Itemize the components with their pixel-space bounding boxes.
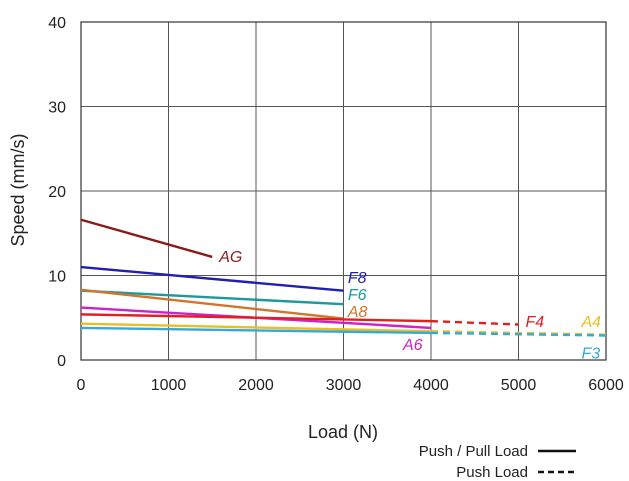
y-tick-label: 20 — [48, 184, 66, 201]
series-label-a8: A8 — [347, 304, 368, 321]
y-axis-title: Speed (mm/s) — [8, 133, 28, 246]
x-axis-title: Load (N) — [308, 422, 378, 442]
plot-frame — [80, 21, 607, 361]
series-lines — [80, 218, 607, 337]
y-tick-label: 40 — [48, 15, 66, 32]
x-tick-label: 4000 — [413, 377, 449, 394]
series-label-ag: AG — [218, 249, 242, 266]
x-tick-label: 0 — [77, 377, 86, 394]
y-tick-label: 10 — [48, 269, 66, 286]
series-line-f4-push — [430, 319, 519, 326]
y-tick-label: 0 — [57, 353, 66, 370]
series-line-f3 — [80, 326, 432, 335]
series-line-f6 — [80, 289, 344, 306]
series-label-f6: F6 — [348, 287, 367, 304]
x-tick-label: 6000 — [588, 377, 624, 394]
series-line-a8 — [80, 288, 344, 320]
series-line-f8 — [80, 265, 344, 292]
legend-label: Push / Pull Load — [419, 443, 528, 460]
series-label-f4: F4 — [526, 314, 545, 331]
x-tick-labels: 0 1000 2000 3000 4000 5000 6000 — [77, 377, 624, 394]
series-line-a4 — [80, 322, 432, 333]
series-line-f3-push — [430, 331, 607, 337]
series-label-a6: A6 — [402, 337, 423, 354]
y-tick-label: 30 — [48, 100, 66, 117]
series-line-f4 — [80, 313, 432, 323]
series-label-f8: F8 — [348, 270, 367, 287]
series-line-ag — [80, 218, 213, 259]
x-tick-label: 2000 — [238, 377, 274, 394]
x-tick-label: 1000 — [151, 377, 187, 394]
grid-lines — [80, 21, 607, 361]
legend: Push / Pull Load Push Load — [419, 443, 576, 481]
series-label-f3: F3 — [582, 345, 601, 362]
series-label-a4: A4 — [581, 314, 602, 331]
x-tick-label: 3000 — [326, 377, 362, 394]
x-tick-label: 5000 — [501, 377, 537, 394]
y-tick-labels: 0 10 20 30 40 — [48, 15, 66, 370]
legend-label: Push Load — [456, 464, 528, 481]
